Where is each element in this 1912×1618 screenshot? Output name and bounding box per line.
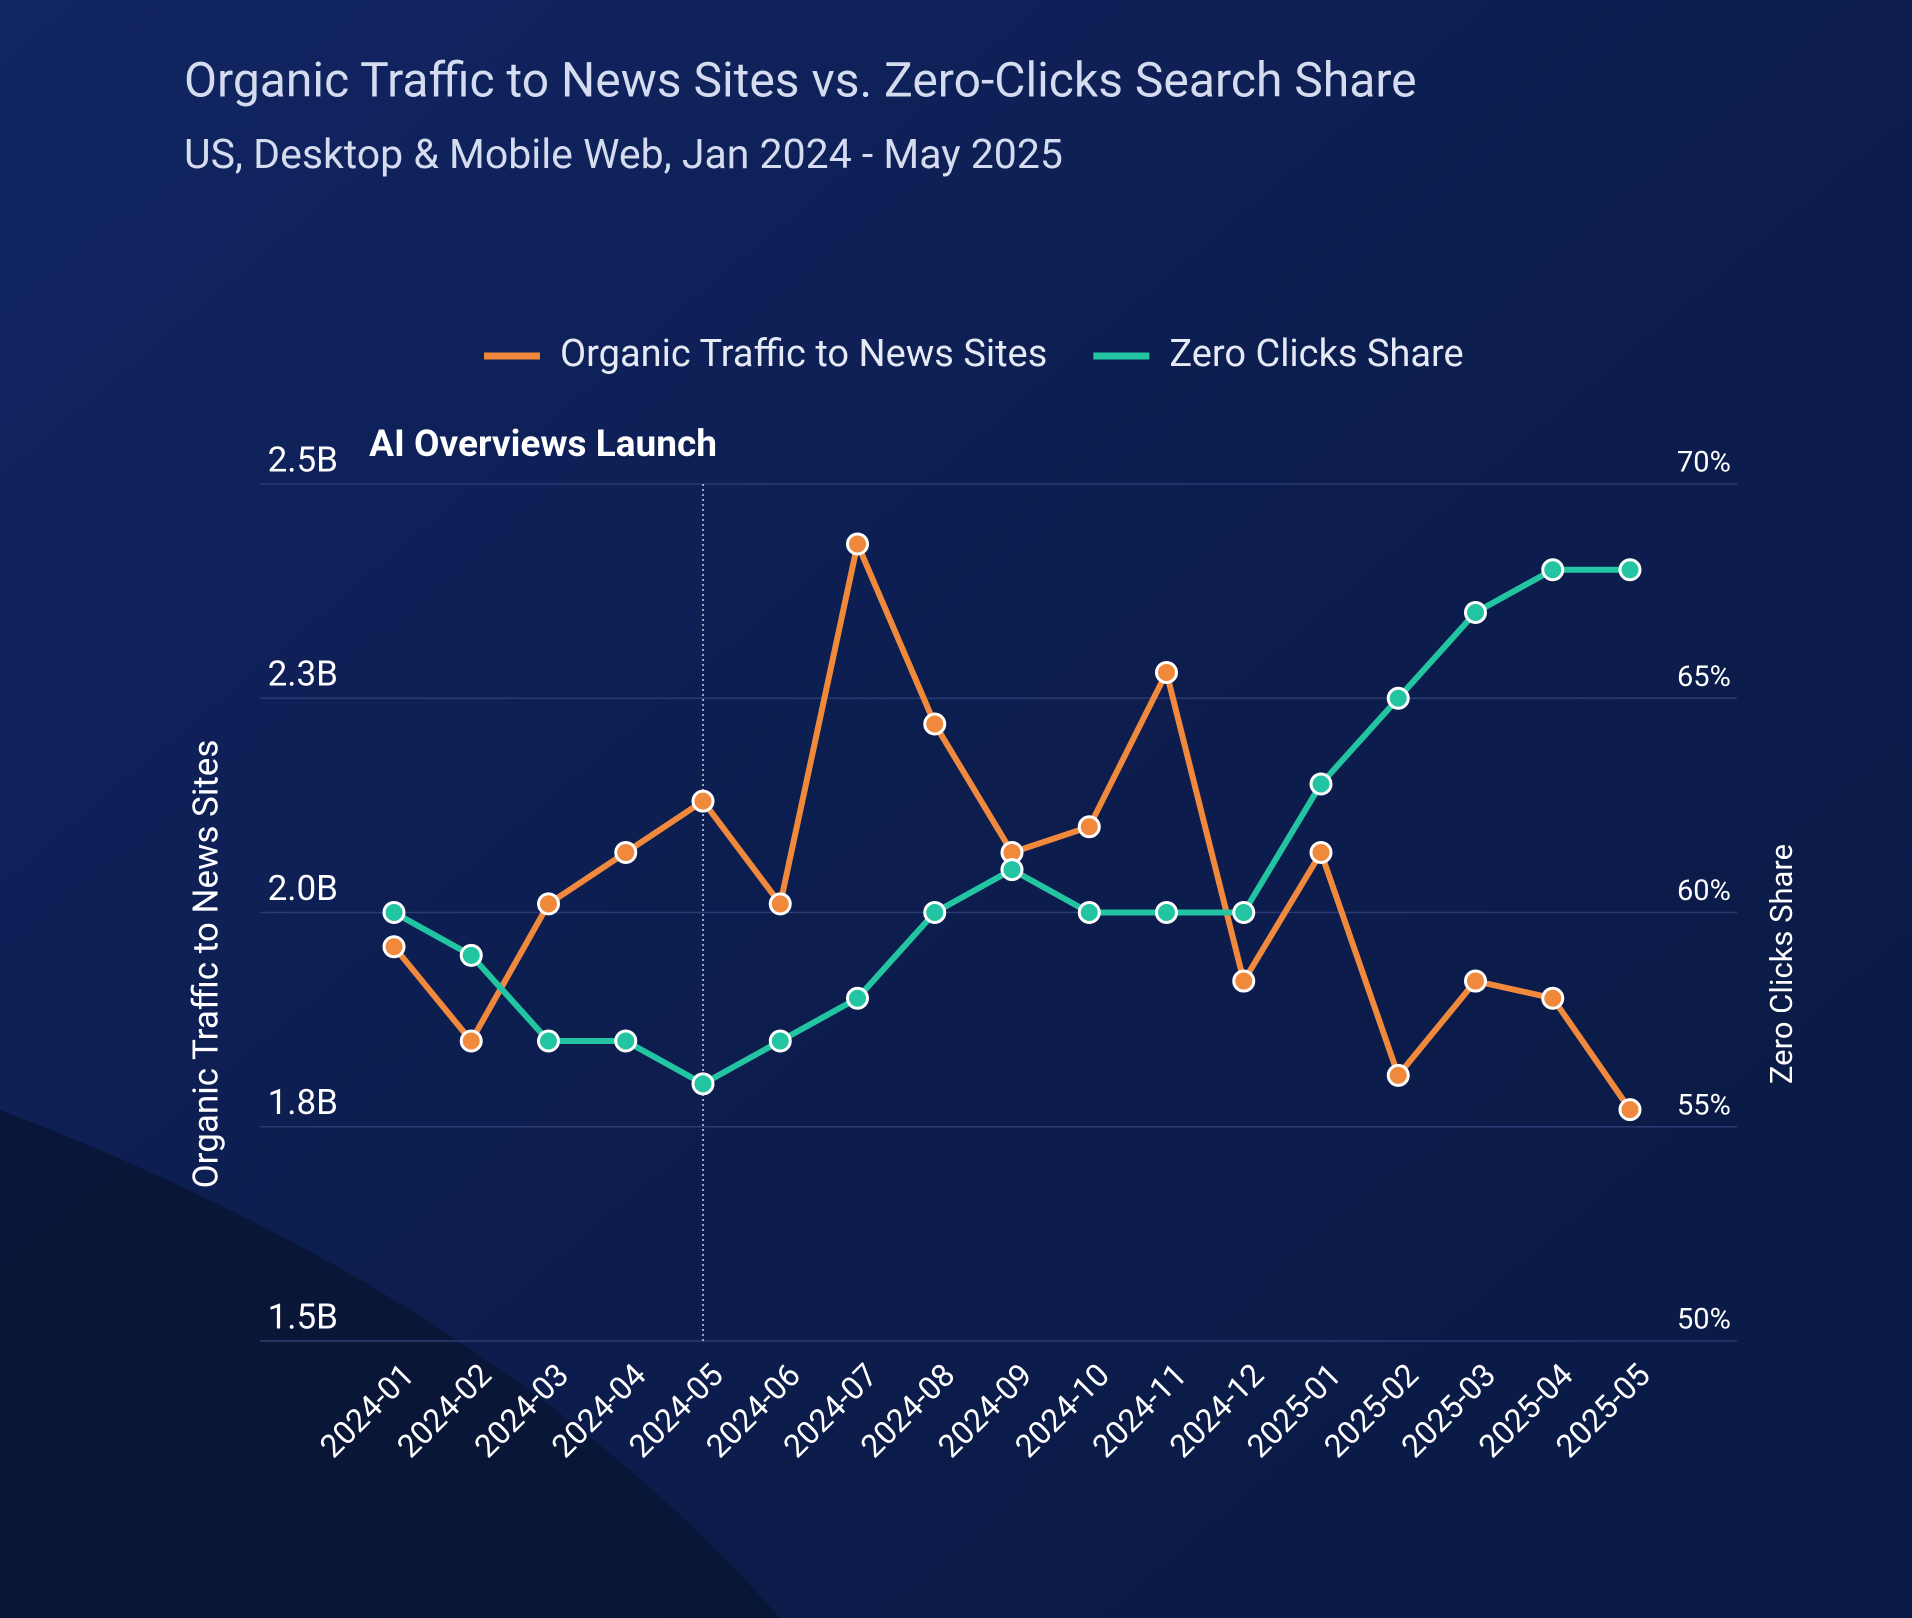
- data-point: [1232, 901, 1256, 924]
- annotation-text: AI Overviews Launch: [369, 423, 717, 466]
- data-point: [846, 532, 869, 556]
- data-point: [537, 892, 560, 916]
- data-point: [459, 943, 483, 967]
- data-point: [1541, 558, 1565, 582]
- data-point: [1155, 901, 1178, 924]
- y2-tick-label: 65%: [1677, 660, 1731, 694]
- y-tick-label: 2.5B: [268, 439, 338, 480]
- chart-title: Organic Traffic to News Sites vs. Zero-C…: [184, 52, 1417, 109]
- y2-tick-label: 50%: [1677, 1303, 1731, 1337]
- data-point: [1386, 1063, 1410, 1087]
- data-point: [1077, 901, 1101, 924]
- data-point: [382, 901, 406, 924]
- data-point: [537, 1029, 560, 1053]
- data-point: [1000, 858, 1024, 882]
- data-point: [1464, 969, 1487, 993]
- data-point: [1618, 1098, 1642, 1122]
- y2-axis-title: Zero Clicks Share: [1763, 844, 1800, 1084]
- y-tick-label: 1.8B: [268, 1082, 338, 1123]
- data-point: [923, 712, 947, 736]
- data-point: [1464, 601, 1487, 625]
- data-point: [1232, 969, 1256, 993]
- y-axis-title: Organic Traffic to News Sites: [185, 740, 226, 1189]
- data-point: [768, 892, 792, 916]
- data-point: [846, 986, 869, 1010]
- data-point: [768, 1029, 792, 1053]
- y-tick-label: 2.3B: [268, 654, 338, 695]
- data-point: [614, 1029, 638, 1053]
- data-point: [1309, 772, 1333, 796]
- data-point: [382, 935, 406, 959]
- chart-subtitle: US, Desktop & Mobile Web, Jan 2024 - May…: [184, 131, 1063, 179]
- data-point: [923, 901, 947, 924]
- data-point: [1541, 986, 1565, 1010]
- y-tick-label: 2.0B: [268, 868, 338, 909]
- data-point: [1618, 558, 1642, 582]
- data-point: [1386, 686, 1410, 710]
- legend-label: Organic Traffic to News Sites: [560, 332, 1047, 376]
- data-point: [691, 1072, 715, 1096]
- legend-label: Zero Clicks Share: [1169, 332, 1463, 376]
- data-point: [1155, 661, 1178, 685]
- data-point: [459, 1029, 483, 1053]
- background-shape: [0, 1110, 780, 1618]
- data-point: [614, 841, 638, 865]
- data-point: [691, 789, 715, 813]
- y-tick-label: 1.5B: [268, 1296, 338, 1337]
- y2-tick-label: 60%: [1677, 874, 1731, 908]
- data-point: [1309, 841, 1333, 865]
- y2-tick-label: 70%: [1677, 446, 1731, 480]
- y2-tick-label: 55%: [1677, 1088, 1731, 1122]
- data-point: [1077, 815, 1101, 839]
